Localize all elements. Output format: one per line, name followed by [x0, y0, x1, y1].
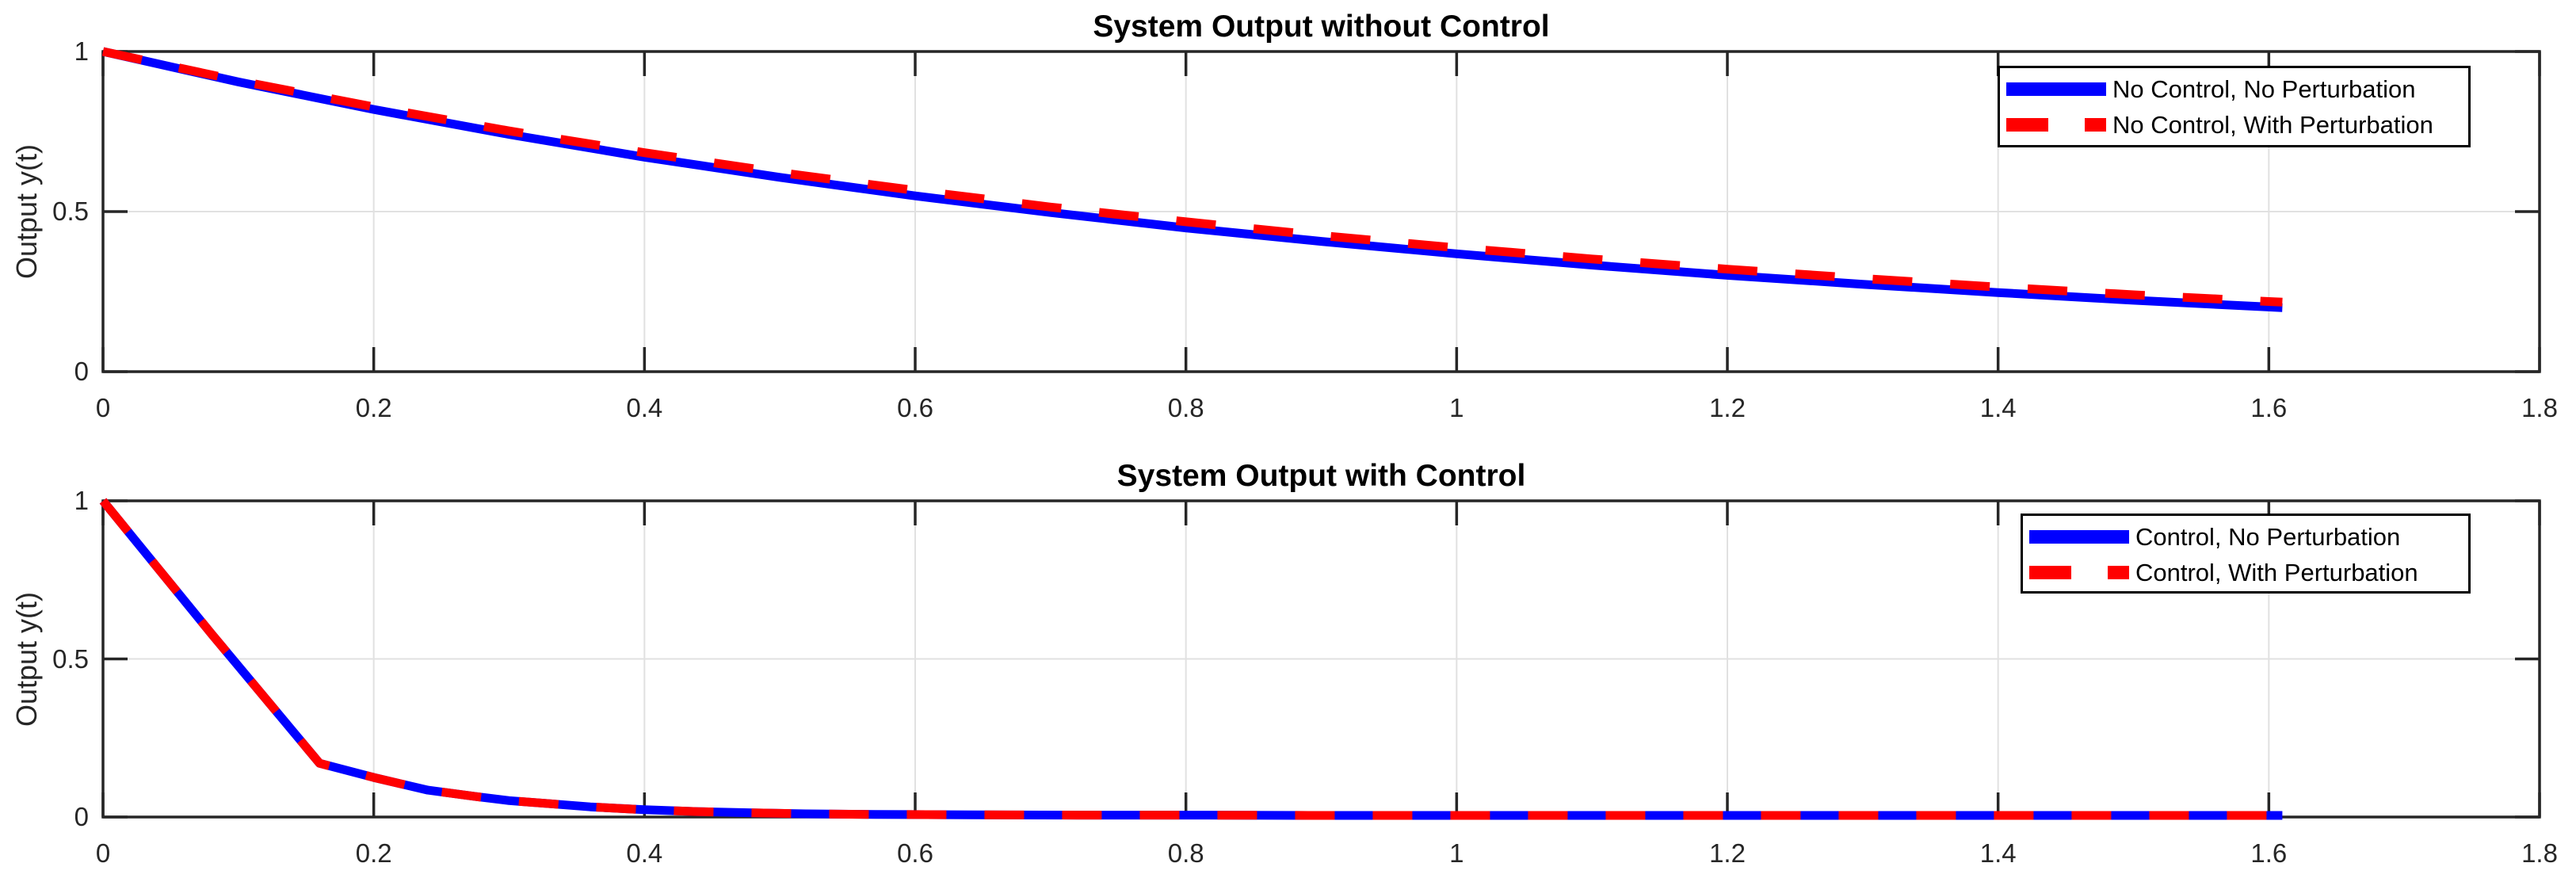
- x-tick-label: 1: [1449, 393, 1464, 422]
- top-chart-title: System Output without Control: [1093, 10, 1550, 44]
- legend-entry-label: No Control, With Perturbation: [2112, 110, 2433, 139]
- legend-entry: Control, With Perturbation: [2023, 555, 2468, 590]
- x-tick-label: 0.2: [355, 838, 392, 868]
- blue-solid-line-sample: [2029, 530, 2129, 544]
- x-tick-label: 1.2: [1709, 838, 1746, 868]
- y-tick-label: 0: [74, 357, 89, 386]
- x-tick-label: 1.8: [2521, 838, 2558, 868]
- bottom-y-axis-label: Output y(t): [10, 591, 43, 727]
- x-tick-label: 0.2: [355, 393, 392, 422]
- x-tick-label: 1: [1449, 838, 1464, 868]
- legend-entry: Control, No Perturbation: [2023, 519, 2468, 555]
- x-tick-label: 0.4: [626, 838, 663, 868]
- y-tick-label: 1: [74, 36, 89, 66]
- series-line-solid: [101, 47, 2283, 312]
- legend-entry-label: Control, With Perturbation: [2135, 558, 2418, 586]
- x-tick-label: 0.6: [897, 393, 933, 422]
- x-tick-label: 0.8: [1167, 838, 1204, 868]
- y-tick-label: 1: [74, 486, 89, 515]
- x-tick-label: 1.6: [2250, 393, 2288, 422]
- series-line-dashed: [101, 47, 2283, 307]
- x-tick-label: 1.8: [2521, 393, 2558, 422]
- top-y-axis-label: Output y(t): [10, 143, 43, 280]
- series-line-dashed: [99, 498, 2283, 820]
- legend-entry: No Control, No Perturbation: [2000, 71, 2468, 107]
- legend-entry-label: Control, No Perturbation: [2135, 522, 2401, 551]
- x-tick-label: 0: [95, 393, 111, 422]
- bottom-legend: Control, No Perturbation Control, With P…: [2021, 514, 2471, 594]
- top-plot-area: [101, 47, 2541, 373]
- red-dashed-line-sample: [2006, 118, 2106, 132]
- y-tick-label: 0: [74, 802, 89, 831]
- blue-solid-line-sample: [2006, 82, 2106, 96]
- x-tick-label: 0.8: [1167, 393, 1204, 422]
- x-tick-label: 1.4: [1979, 393, 2017, 422]
- legend-entry-label: No Control, No Perturbation: [2112, 74, 2416, 103]
- red-dashed-line-sample: [2029, 566, 2129, 579]
- bottom-plot-area: [99, 498, 2541, 820]
- x-tick-label: 1.4: [1979, 838, 2017, 868]
- x-tick-label: 0.4: [626, 393, 663, 422]
- x-tick-label: 1.6: [2250, 838, 2288, 868]
- legend-entry: No Control, With Perturbation: [2000, 107, 2468, 143]
- x-tick-label: 0: [95, 838, 111, 868]
- top-legend: No Control, No Perturbation No Control, …: [1998, 66, 2471, 147]
- x-tick-label: 1.2: [1709, 393, 1746, 422]
- x-tick-label: 0.6: [897, 838, 933, 868]
- bottom-chart-title: System Output with Control: [1116, 459, 1526, 493]
